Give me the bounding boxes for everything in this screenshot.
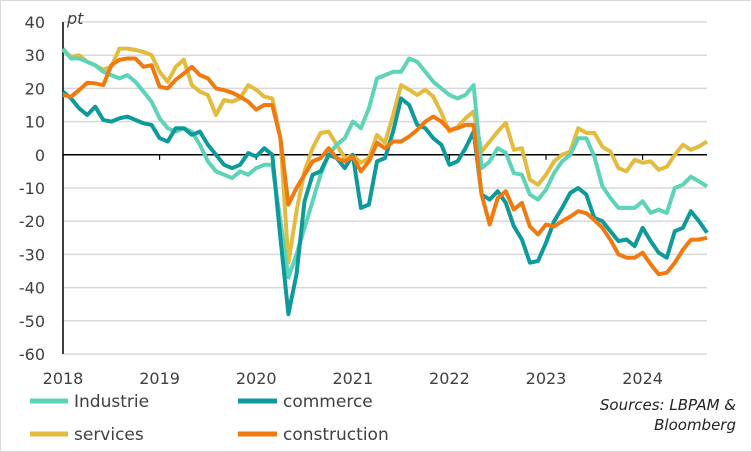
x-tick-label: 2018: [43, 369, 84, 388]
legend-label-commerce: commerce: [283, 392, 373, 412]
y-tick-label: 0: [35, 146, 45, 165]
y-tick-label: -20: [19, 212, 45, 231]
y-tick-label: -30: [19, 245, 45, 264]
gridlines: [63, 21, 707, 355]
x-tick-label: 2019: [139, 369, 180, 388]
y-tick-label: -60: [19, 345, 45, 364]
x-tick-label: 2023: [526, 369, 567, 388]
legend: Industrie commerce services construction: [30, 392, 389, 445]
series-lines: [61, 46, 709, 317]
series-line-construction: [62, 56, 708, 277]
y-tick-label: 20: [25, 79, 45, 98]
x-tick-label: 2022: [429, 369, 470, 388]
legend-label-services: services: [74, 425, 144, 445]
y-tick-label: -10: [19, 179, 45, 198]
series-line-industrie: [61, 47, 709, 280]
x-tick-label: 2020: [236, 369, 277, 388]
unit-label: pt: [66, 9, 84, 28]
source-note-line2: Bloomberg: [654, 416, 736, 434]
series-line-commerce: [61, 90, 709, 317]
y-tick-label: 10: [25, 113, 45, 132]
x-axis: 2018 2019 2020 2021 2022 2023 2024: [43, 22, 707, 388]
legend-label-construction: construction: [283, 425, 389, 445]
y-axis-ticks: 40 30 20 10 0 -10 -20 -30 -40 -50 -60: [19, 13, 45, 364]
y-tick-label: -40: [19, 279, 45, 298]
series-line-services: [61, 46, 709, 265]
x-tick-label: 2021: [332, 369, 373, 388]
legend-label-industrie: Industrie: [74, 392, 149, 412]
source-note-line1: Sources: LBPAM &: [600, 396, 736, 414]
x-tick-label: 2024: [622, 369, 663, 388]
y-tick-label: 40: [25, 13, 45, 32]
y-tick-label: -50: [19, 312, 45, 331]
y-tick-label: 30: [25, 46, 45, 65]
